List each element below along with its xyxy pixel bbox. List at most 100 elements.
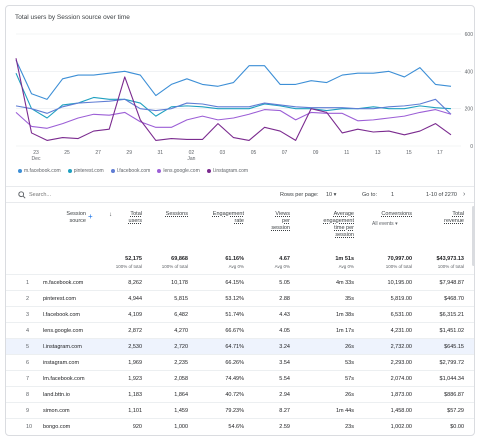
previous-page-icon[interactable]: ‹ — [452, 191, 455, 198]
cell-sessions: 2,235 — [174, 360, 188, 366]
total-conversions-value: 70,997.00 — [387, 256, 412, 262]
header-line: per — [282, 218, 290, 224]
legend-item-pinterest-com[interactable]: pinterest.com — [67, 168, 104, 174]
row-number: 7 — [26, 376, 30, 382]
x-tick-label: 17 — [437, 150, 443, 156]
row-session-source: l.instagram.com — [43, 344, 82, 350]
header-views-per-session[interactable]: Views per session — [262, 211, 290, 232]
goto-page-input[interactable]: 1 — [391, 192, 395, 198]
legend-item-lens-google-com[interactable]: lens.google.com — [157, 168, 200, 174]
legend-item-m-facebook-com[interactable]: m.facebook.com — [18, 168, 61, 174]
header-line: source — [69, 218, 86, 224]
cell-users: 4,109 — [128, 312, 142, 318]
header-conversions[interactable]: Conversions — [372, 211, 412, 218]
cell-conversions: 1,873.00 — [390, 392, 412, 398]
cell-engagement: 40.72% — [225, 392, 244, 398]
table-row[interactable]: 7 lm.facebook.com 1,923 2,058 74.49% 5.54 57s 2… — [6, 370, 474, 386]
header-session-source[interactable]: Session source — [62, 211, 86, 225]
next-page-icon[interactable]: › — [463, 191, 466, 198]
header-sessions[interactable]: Sessions — [156, 211, 188, 218]
cell-revenue: $6,315.21 — [439, 312, 464, 318]
header-line: revenue — [444, 218, 464, 224]
cell-revenue: $1,044.34 — [439, 376, 464, 382]
cell-conversions: 6,531.00 — [390, 312, 412, 318]
cell-sessions: 1,000 — [174, 424, 188, 430]
table-row[interactable]: 8 land.bttn.io 1,183 1,864 40.72% 2.94 26s 1,87… — [6, 386, 474, 402]
total-revenue-sub: 100% of total — [437, 264, 464, 269]
cell-views: 5.54 — [279, 376, 290, 382]
header-line: rate — [234, 218, 244, 224]
row-session-source: instagram.com — [43, 360, 80, 366]
table-row[interactable]: 4 lens.google.com 2,872 4,270 66.67% 4.05 1m 1… — [6, 322, 474, 338]
cell-views: 4.43 — [279, 312, 290, 318]
conversions-event-select[interactable]: All events ▾ — [372, 221, 398, 227]
cell-engagement: 66.26% — [225, 360, 244, 366]
series-line-m-facebook-com[interactable] — [15, 59, 452, 100]
cell-sessions: 2,720 — [174, 344, 188, 350]
cell-views: 8.27 — [279, 408, 290, 414]
total-avg-time-sub: Avg 0% — [338, 264, 354, 269]
header-line: Average — [333, 211, 354, 217]
total-users-value: 52,175 — [125, 256, 142, 262]
chart-title: Total users by Session source over time — [15, 14, 130, 21]
x-tick-label: 23 — [33, 150, 39, 156]
chevron-down-icon: ▾ — [333, 192, 337, 198]
add-dimension-button[interactable]: + — [88, 212, 93, 221]
header-line: Conversions — [381, 211, 412, 217]
header-line: engagement — [323, 218, 354, 224]
row-session-source: land.bttn.io — [43, 392, 70, 398]
header-average-engagement-time[interactable]: Average engagement time per session — [310, 211, 354, 239]
table-toolbar: Rows per page: 10 ▾ Go to: 1 1-10 of 227… — [6, 186, 474, 203]
cell-conversions: 1,002.00 — [390, 424, 412, 430]
x-month-label: Jan — [187, 156, 195, 162]
cell-avg-time: 35s — [345, 296, 354, 302]
cell-avg-time: 1m 38s — [335, 312, 354, 318]
series-line-l-facebook-com[interactable] — [15, 98, 452, 115]
legend-dot-icon — [110, 169, 115, 173]
sort-descending-icon[interactable]: ↓ — [109, 212, 112, 218]
cell-revenue: $57.29 — [447, 408, 464, 414]
table-row[interactable]: 6 instagram.com 1,969 2,235 66.26% 3.54 53s 2,2… — [6, 354, 474, 370]
series-line-pinterest-com[interactable] — [15, 72, 452, 119]
table-row[interactable]: 9 simon.com 1,101 1,459 79.23% 8.27 1m 44s 1,45… — [6, 402, 474, 418]
header-line: time per — [334, 225, 354, 231]
total-engagement-sub: Avg 0% — [228, 264, 244, 269]
legend-label: m.facebook.com — [24, 168, 61, 174]
x-tick-label: 29 — [126, 150, 132, 156]
table-row[interactable]: 5 l.instagram.com 2,530 2,720 64.71% 3.24 26s 2… — [6, 338, 474, 354]
table-row[interactable]: 1 m.facebook.com 8,262 10,178 64.15% 5.05 4m 3… — [6, 274, 474, 290]
scrollbar[interactable] — [472, 206, 474, 266]
row-session-source: lm.facebook.com — [43, 376, 85, 382]
legend-dot-icon — [206, 169, 211, 173]
table-row[interactable]: 10 bongo.com 920 1,000 54.6% 2.59 23s 1,002.00 $… — [6, 418, 474, 434]
cell-engagement: 64.71% — [225, 344, 244, 350]
search-icon — [18, 191, 26, 199]
cell-views: 4.05 — [279, 328, 290, 334]
search-input[interactable] — [29, 191, 149, 199]
x-tick-label: 11 — [344, 150, 349, 156]
header-total-revenue[interactable]: Total revenue — [428, 211, 464, 225]
cell-revenue: $1,451.02 — [439, 328, 464, 334]
total-revenue-value: $43,973.13 — [436, 256, 464, 262]
cell-users: 920 — [132, 424, 142, 430]
row-session-source: simon.com — [43, 408, 70, 414]
x-tick-label: 03 — [220, 150, 226, 156]
header-total-users[interactable]: Total users — [118, 211, 142, 225]
cell-engagement: 79.23% — [225, 408, 244, 414]
series-line-lens-google-com[interactable] — [15, 109, 452, 129]
table-row[interactable]: 3 l.facebook.com 4,109 6,482 51.74% 4.43 1m 38… — [6, 306, 474, 322]
header-engagement-rate[interactable]: Engagement rate — [202, 211, 244, 225]
cell-views: 3.54 — [279, 360, 290, 366]
cell-users: 1,923 — [128, 376, 142, 382]
x-tick-label: 25 — [64, 150, 70, 156]
cell-users: 4,944 — [128, 296, 142, 302]
rows-per-page-select[interactable]: 10 ▾ — [326, 192, 336, 198]
cell-conversions: 2,293.00 — [390, 360, 412, 366]
series-line-l-instagram-com[interactable] — [15, 58, 452, 141]
legend-item-l-facebook-com[interactable]: l.facebook.com — [110, 168, 150, 174]
legend-item-l-instagram-com[interactable]: l.instagram.com — [206, 168, 248, 174]
cell-sessions: 5,815 — [174, 296, 188, 302]
cell-sessions: 4,270 — [174, 328, 188, 334]
total-users-sub: 100% of total — [115, 264, 142, 269]
table-row[interactable]: 2 pinterest.com 4,944 5,815 53.12% 2.88 35s 5,8… — [6, 290, 474, 306]
